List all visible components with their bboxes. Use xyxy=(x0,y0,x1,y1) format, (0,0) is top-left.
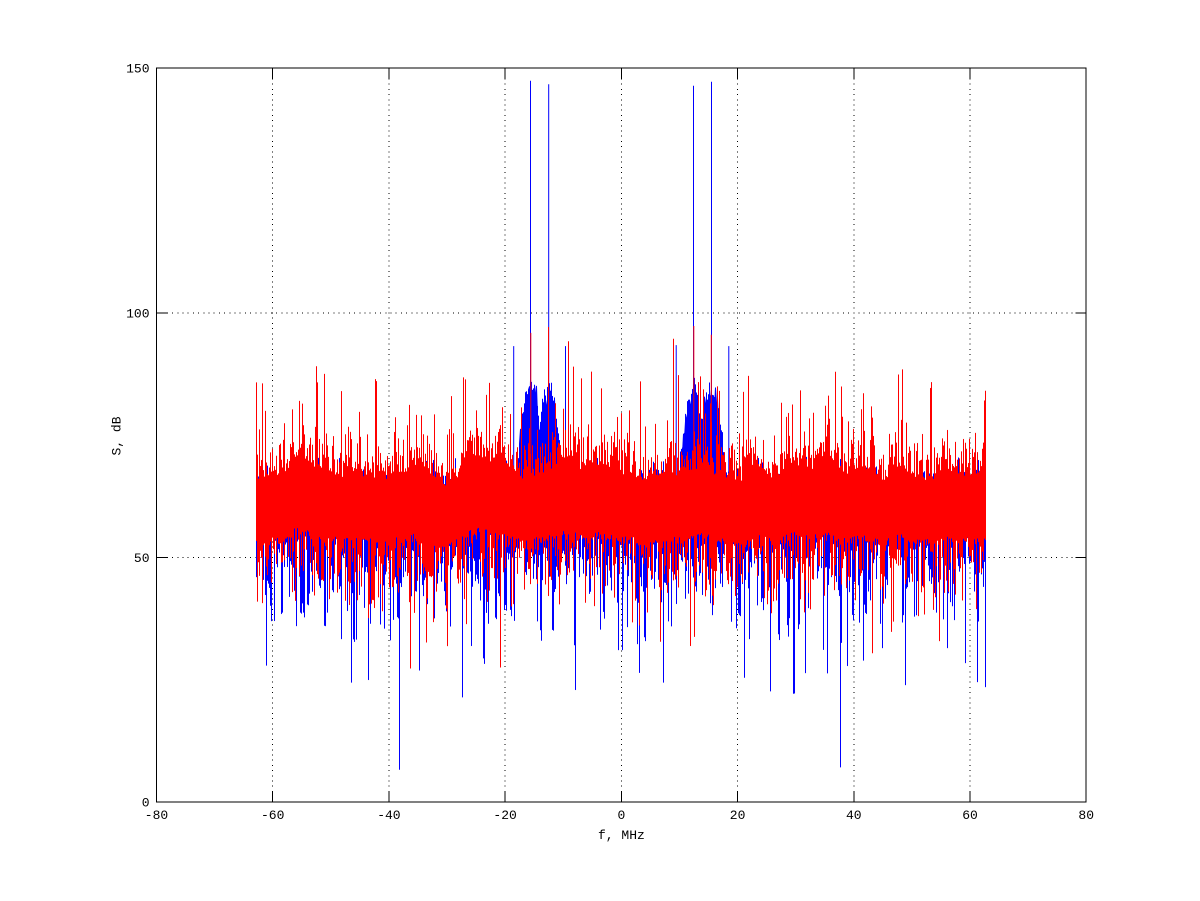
svg-text:-80: -80 xyxy=(145,808,168,823)
svg-text:40: 40 xyxy=(846,808,862,823)
svg-text:0: 0 xyxy=(142,796,150,811)
svg-text:50: 50 xyxy=(134,551,150,566)
svg-text:0: 0 xyxy=(617,808,625,823)
svg-text:80: 80 xyxy=(1078,808,1094,823)
svg-text:150: 150 xyxy=(126,62,149,77)
svg-text:20: 20 xyxy=(730,808,746,823)
svg-text:f, MHz: f, MHz xyxy=(598,828,645,843)
svg-text:100: 100 xyxy=(126,306,149,321)
svg-text:S, dB: S, dB xyxy=(110,416,125,455)
svg-text:60: 60 xyxy=(962,808,978,823)
svg-text:-60: -60 xyxy=(261,808,284,823)
svg-text:-40: -40 xyxy=(377,808,400,823)
svg-text:-20: -20 xyxy=(493,808,516,823)
